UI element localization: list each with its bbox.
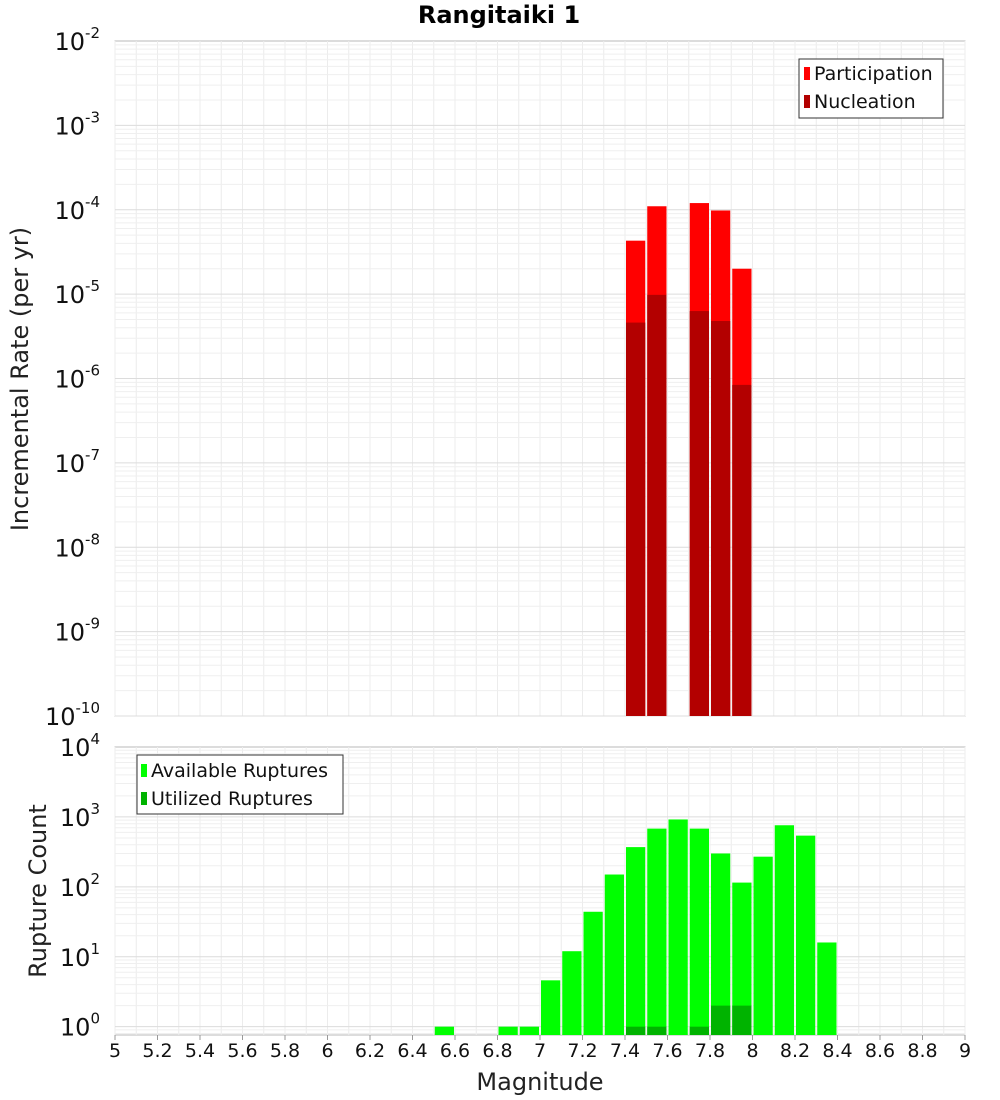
rate-nucleation-bar xyxy=(647,294,667,716)
rate-y-tick-label: 10-6 xyxy=(54,362,100,394)
x-tick-label: 5.8 xyxy=(270,1040,300,1062)
rupture-count-y-tick-label: 103 xyxy=(60,800,100,832)
rupture-count-available-ruptures-bar xyxy=(817,942,837,1035)
rupture-count-legend: Available Ruptures Utilized Ruptures xyxy=(136,754,344,815)
legend-swatch-available-ruptures xyxy=(141,764,147,777)
x-tick-label: 9 xyxy=(959,1040,971,1062)
x-tick-label: 8.2 xyxy=(780,1040,810,1062)
rupture-count-y-tick-label: 102 xyxy=(60,870,100,902)
rupture-count-available-ruptures-bar xyxy=(753,856,773,1035)
rupture-count-available-ruptures-bar xyxy=(626,847,646,1035)
rupture-count-available-ruptures-bar xyxy=(774,825,794,1035)
legend-swatch-participation xyxy=(804,67,810,80)
rate-y-tick-label: 10-9 xyxy=(54,615,100,647)
rupture-count-available-ruptures-bar xyxy=(796,835,816,1035)
rate-y-ticks: 10-10 10-9 10-8 10-7 10-6 10-5 10-4 10-3 10-2 xyxy=(45,24,100,731)
chart-title: Rangitaiki 1 xyxy=(418,1,580,29)
rupture-count-available-ruptures-bar xyxy=(732,882,752,1035)
rate-y-tick-label: 10-2 xyxy=(54,24,100,56)
x-tick-label: 5 xyxy=(109,1040,121,1062)
x-tick-label: 8.8 xyxy=(907,1040,937,1062)
x-tick-label: 8.6 xyxy=(865,1040,895,1062)
rupture-count-available-ruptures-bar xyxy=(541,980,561,1035)
magnitude-x-ticks: 5 5.2 5.4 5.6 5.8 6 6.2 6.4 6.6 6.8 7 7.2 7.4 7.6 7.8 8… xyxy=(109,1035,971,1062)
magnitude-x-axis-label: Magnitude xyxy=(476,1068,603,1096)
legend-swatch-utilized-ruptures xyxy=(141,792,147,805)
rupture-count-available-ruptures-bar xyxy=(689,828,709,1035)
rate-nucleation-bar xyxy=(626,322,646,716)
rupture-count-y-tick-label: 104 xyxy=(60,730,100,762)
x-tick-label: 5.4 xyxy=(185,1040,215,1062)
x-tick-label: 5.6 xyxy=(227,1040,257,1062)
rate-y-tick-label: 10-4 xyxy=(54,193,100,225)
rate-y-tick-label: 10-5 xyxy=(54,277,100,309)
rupture-count-available-ruptures-bar xyxy=(583,911,603,1035)
legend-label-participation: Participation xyxy=(814,63,933,85)
x-tick-label: 6.2 xyxy=(355,1040,385,1062)
x-tick-label: 6.4 xyxy=(397,1040,427,1062)
rupture-count-y-ticks: 100 101 102 103 104 xyxy=(60,730,100,1042)
rupture-count-legend-box xyxy=(136,754,344,815)
rate-plot: 10-10 10-9 10-8 10-7 10-6 10-5 10-4 10-3 10-2 In… xyxy=(6,24,966,731)
rupture-count-available-ruptures-bar xyxy=(562,951,582,1035)
rate-legend-box xyxy=(798,58,944,119)
x-tick-label: 8.4 xyxy=(822,1040,852,1062)
x-tick-label: 7.2 xyxy=(567,1040,597,1062)
x-tick-label: 6.8 xyxy=(482,1040,512,1062)
rupture-count-available-ruptures-bar xyxy=(498,1026,518,1035)
x-tick-label: 7 xyxy=(534,1040,546,1062)
rate-legend: Participation Nucleation xyxy=(798,58,944,119)
legend-swatch-nucleation xyxy=(804,95,810,108)
rate-y-tick-label: 10-7 xyxy=(54,446,100,478)
x-tick-label: 7.4 xyxy=(610,1040,640,1062)
rupture-count-available-ruptures-bar xyxy=(604,874,624,1035)
rupture-count-bars xyxy=(434,819,837,1035)
rupture-count-y-axis-label: Rupture Count xyxy=(24,804,52,978)
x-tick-label: 6.6 xyxy=(440,1040,470,1062)
rate-bars xyxy=(626,203,752,717)
legend-label-available-ruptures: Available Ruptures xyxy=(151,760,328,782)
rate-y-axis-label: Incremental Rate (per yr) xyxy=(6,227,34,531)
rate-nucleation-bar xyxy=(711,321,731,716)
rate-y-tick-label: 10-10 xyxy=(45,699,100,731)
rupture-count-available-ruptures-bar xyxy=(711,853,731,1035)
rupture-count-available-ruptures-bar xyxy=(434,1026,454,1035)
x-tick-label: 5.2 xyxy=(142,1040,172,1062)
rate-nucleation-bar xyxy=(732,384,752,716)
rupture-count-utilized-ruptures-bar xyxy=(626,1026,646,1035)
rupture-count-utilized-ruptures-bar xyxy=(732,1005,752,1035)
rupture-count-utilized-ruptures-bar xyxy=(689,1026,709,1035)
rate-nucleation-bar xyxy=(689,311,709,716)
rupture-count-y-tick-label: 100 xyxy=(60,1010,100,1042)
rupture-count-available-ruptures-bar xyxy=(647,828,667,1035)
x-tick-label: 7.8 xyxy=(695,1040,725,1062)
rupture-count-plot: 100 101 102 103 104 5 5.2 5.4 5.6 5.8 6 6.2 6.4 6.6 6… xyxy=(24,730,971,1096)
x-tick-label: 7.6 xyxy=(652,1040,682,1062)
rate-grid xyxy=(114,41,966,717)
rate-y-tick-label: 10-8 xyxy=(54,530,100,562)
x-tick-label: 8 xyxy=(746,1040,758,1062)
rupture-count-utilized-ruptures-bar xyxy=(711,1005,731,1035)
rupture-count-utilized-ruptures-bar xyxy=(647,1026,667,1035)
rupture-count-available-ruptures-bar xyxy=(519,1026,539,1035)
legend-label-nucleation: Nucleation xyxy=(814,91,916,113)
x-tick-label: 6 xyxy=(321,1040,333,1062)
rate-y-tick-label: 10-3 xyxy=(54,108,100,140)
rupture-count-available-ruptures-bar xyxy=(668,819,688,1035)
legend-label-utilized-ruptures: Utilized Ruptures xyxy=(151,788,313,810)
rupture-count-y-tick-label: 101 xyxy=(60,940,100,972)
